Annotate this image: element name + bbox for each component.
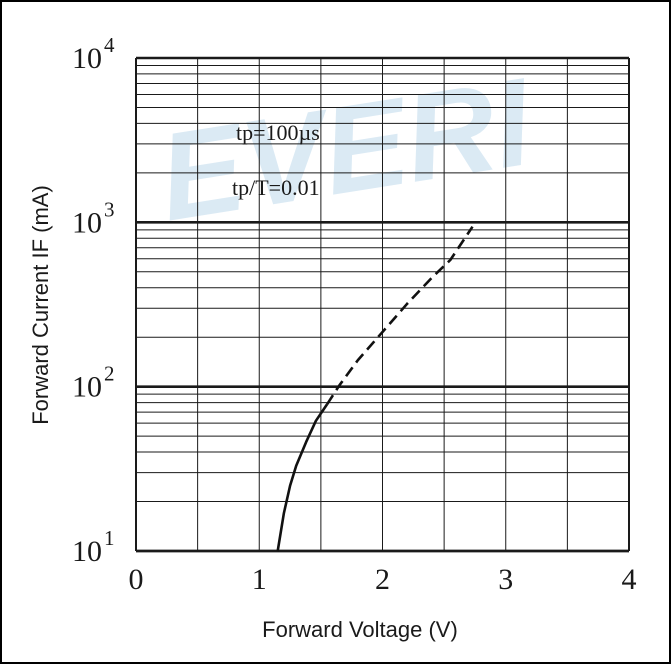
y-tick-exponent: 3: [104, 197, 115, 221]
y-axis-label: Forward Current IF (mA): [28, 185, 53, 425]
grid: [135, 56, 630, 553]
y-tick-exponent: 4: [104, 33, 115, 57]
annotation-pulse-width: tp=100µs: [236, 120, 320, 145]
y-tick-label: 10: [72, 371, 102, 404]
x-tick-label: 1: [252, 563, 267, 596]
y-tick-label: 10: [72, 535, 102, 568]
watermark: EVERI: [150, 53, 542, 248]
x-tick-label: 0: [129, 563, 144, 596]
curve-dashed-segment: [325, 225, 474, 406]
y-tick-exponent: 1: [104, 526, 115, 550]
x-tick-label: 2: [375, 563, 390, 596]
y-tick-exponent: 2: [104, 362, 115, 386]
curve-solid-segment: [276, 403, 329, 552]
x-tick-label: 4: [622, 563, 637, 596]
x-tick-label: 3: [498, 563, 513, 596]
annotation-duty-cycle: tp/T=0.01: [232, 175, 320, 200]
x-axis-label: Forward Voltage (V): [262, 617, 458, 642]
y-tick-label: 10: [72, 42, 102, 75]
curves: [276, 225, 474, 552]
y-tick-label: 10: [72, 206, 102, 239]
